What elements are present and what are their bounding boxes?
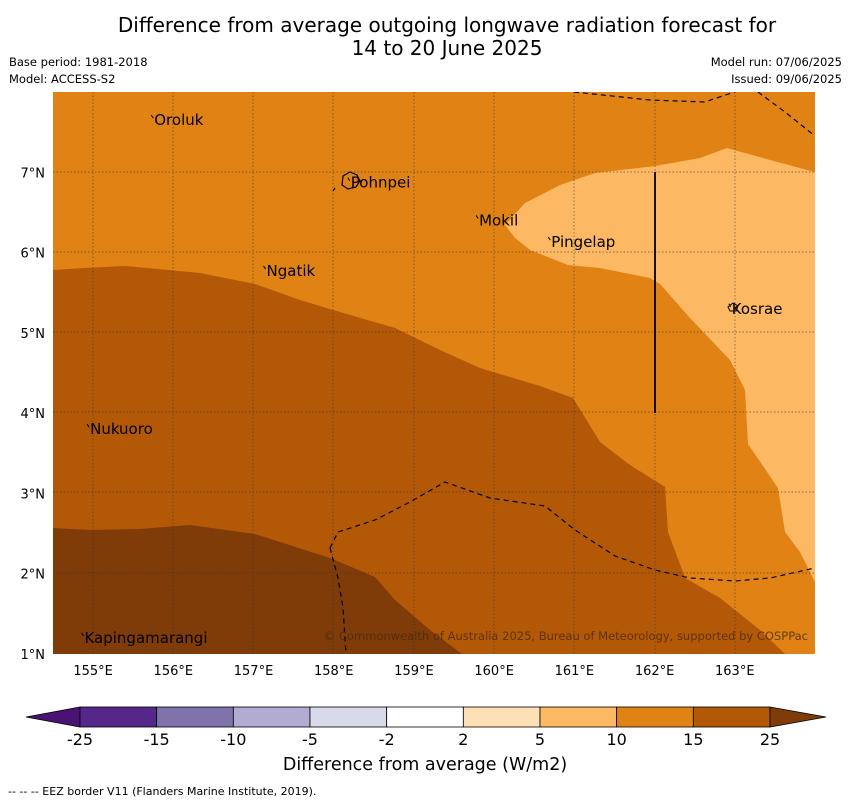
model-run: Model run: 07/06/2025 <box>710 55 842 69</box>
place-marker-pingelap <box>547 236 551 241</box>
place-marker-kosrae <box>728 303 732 308</box>
place-labels: Oroluk Pohnpei Mokil Pingelap Ngatik Kosrae Nu… <box>81 111 782 647</box>
place-label-pohnpei: Pohnpei <box>351 174 411 192</box>
eez-border-south <box>329 481 815 582</box>
colorbar-extend-low <box>25 706 81 728</box>
lat-tick-7: 7°N <box>21 166 46 181</box>
colorbar-label-3: -5 <box>302 730 318 749</box>
colorbar-label-4: -2 <box>379 730 395 749</box>
meta-right: Model run: 07/06/2025 Issued: 09/06/2025 <box>711 54 842 88</box>
band-5-10 <box>505 148 815 582</box>
lon-tick-158: 158°E <box>314 664 354 679</box>
gridlines <box>53 92 815 654</box>
place-marker-mokil <box>475 215 479 219</box>
place-marker-ngatik <box>263 265 266 270</box>
eez-footnote: -- -- -- EEZ border V11 (Flanders Marine… <box>8 785 317 798</box>
lat-tick-3: 3°N <box>21 487 46 502</box>
lat-tick-5: 5°N <box>21 327 46 342</box>
colorbar-title: Difference from average (W/m2) <box>282 755 568 775</box>
colorbar-label-2: -10 <box>220 730 246 749</box>
place-label-oroluk: Oroluk <box>154 111 203 129</box>
eez-borders <box>329 92 815 654</box>
colorbar-label-9: 25 <box>760 730 780 749</box>
lon-tick-156: 156°E <box>154 664 194 679</box>
lon-tick-157: 157°E <box>234 664 274 679</box>
place-marker-kapingamarangi <box>81 632 84 637</box>
lon-tick-161: 161°E <box>555 664 595 679</box>
colorbar-extend-high <box>769 706 827 728</box>
lat-tick-4: 4°N <box>21 407 46 422</box>
map-title: Difference from average outgoing longwav… <box>0 14 850 60</box>
place-label-nukuoro: Nukuoro <box>90 420 153 438</box>
colorbar-label-7: 10 <box>606 730 626 749</box>
place-marker-oroluk <box>150 114 154 119</box>
colorbar-label-0: -25 <box>67 730 93 749</box>
meta-left: Base period: 1981-2018 Model: ACCESS-S2 <box>9 54 148 88</box>
colorbar-label-1: -15 <box>144 730 170 749</box>
lon-tick-163: 163°E <box>715 664 755 679</box>
eez-border-northeast <box>757 92 815 137</box>
model-name: Model: ACCESS-S2 <box>9 72 116 86</box>
colorbar-label-8: 15 <box>683 730 703 749</box>
pohnpei-island-outline <box>341 171 361 190</box>
colorbar-segment-8 <box>692 706 771 728</box>
title-line-1: Difference from average outgoing longwav… <box>117 13 777 37</box>
colorbar-segment-5 <box>462 706 541 728</box>
title-line-2: 14 to 20 June 2025 <box>351 36 543 60</box>
colorbar-segment-1 <box>156 706 234 728</box>
place-label-mokil: Mokil <box>479 211 518 229</box>
base-period: Base period: 1981-2018 <box>9 55 148 69</box>
place-marker-nukuoro <box>86 423 90 428</box>
colorbar-label-5: 2 <box>458 730 468 749</box>
lat-tick-6: 6°N <box>21 247 46 262</box>
copyright-text: © Commonwealth of Australia 2025, Bureau… <box>324 629 808 643</box>
place-label-ngatik: Ngatik <box>267 262 316 280</box>
colorbar-segment-0 <box>79 706 158 728</box>
colorbar-segment-2 <box>232 706 311 728</box>
place-marker-pohnpei <box>347 177 351 182</box>
colorbar-segment-3 <box>309 706 388 728</box>
eez-border-west <box>329 547 347 654</box>
issued-date: Issued: 09/06/2025 <box>731 72 842 86</box>
band-gt-25 <box>53 525 462 654</box>
place-label-pingelap: Pingelap <box>551 233 615 251</box>
lon-tick-160: 160°E <box>474 664 514 679</box>
lon-tick-labels: 155°E 156°E 157°E 158°E 159°E 160°E 161°E 162°E… <box>73 664 754 679</box>
lat-tick-1: 1°N <box>21 648 46 663</box>
colorbar-segment-7 <box>616 706 694 728</box>
place-label-kapingamarangi: Kapingamarangi <box>84 629 207 647</box>
colorbar: -25 -15 -10 -5 -2 2 5 10 15 25 <box>25 706 827 749</box>
lon-tick-155: 155°E <box>73 664 113 679</box>
kosrae-island-outline <box>727 302 739 312</box>
lat-tick-labels: 1°N 2°N 3°N 4°N 5°N 6°N 7°N <box>21 166 46 663</box>
lon-tick-162: 162°E <box>635 664 675 679</box>
lon-tick-159: 159°E <box>394 664 434 679</box>
colorbar-label-6: 5 <box>535 730 545 749</box>
place-label-kosrae: Kosrae <box>732 300 783 318</box>
colorbar-segment-4 <box>386 706 464 728</box>
eez-border-north <box>573 92 737 103</box>
colorbar-segment-6 <box>539 706 618 728</box>
lat-tick-2: 2°N <box>21 568 46 583</box>
pohnpei-islet <box>332 187 336 192</box>
